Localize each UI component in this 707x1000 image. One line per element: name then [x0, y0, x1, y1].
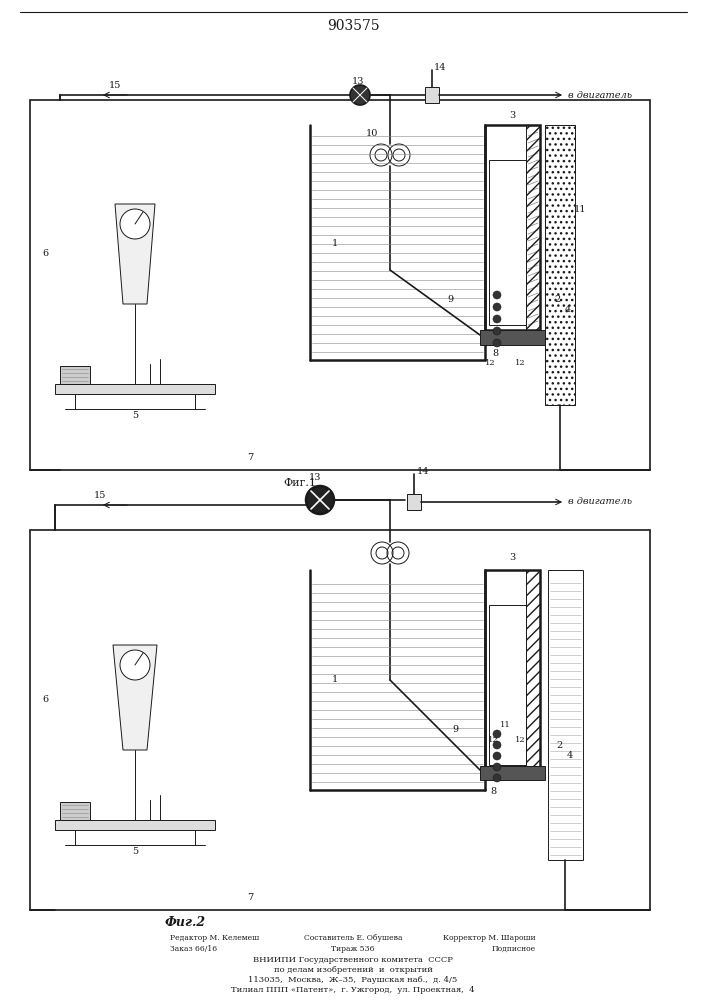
Circle shape	[493, 763, 501, 771]
Text: 4: 4	[567, 750, 573, 760]
Circle shape	[493, 752, 501, 760]
Circle shape	[306, 486, 334, 514]
Text: по делам изобретений  и  открытий: по делам изобретений и открытий	[274, 966, 433, 974]
Bar	[30, 100, 650, 470]
Bar	[55, 384, 215, 394]
Text: Фиг.1: Фиг.1	[284, 478, 317, 488]
Text: 4: 4	[565, 306, 571, 314]
Text: Составитель Е. Обушева: Составитель Е. Обушева	[304, 934, 402, 942]
Bar	[526, 570, 540, 770]
Text: 13: 13	[352, 77, 364, 86]
Text: 5: 5	[132, 412, 138, 420]
Text: 7: 7	[247, 452, 253, 462]
Bar	[489, 605, 526, 765]
Bar	[485, 125, 540, 330]
Text: Τилиал ППП «Патент»,  г. Ужгород,  ул. Проектная,  4: Τилиал ППП «Патент», г. Ужгород, ул. Про…	[231, 986, 475, 994]
Text: Корректор М. Шароши: Корректор М. Шароши	[443, 934, 536, 942]
Bar	[526, 125, 540, 330]
Text: 12: 12	[485, 359, 496, 367]
Text: 6: 6	[42, 696, 48, 704]
Text: 11: 11	[500, 721, 510, 729]
Circle shape	[493, 339, 501, 347]
Text: в двигатель: в двигатель	[568, 91, 632, 100]
Bar	[489, 160, 526, 325]
Text: Редактор М. Келемеш: Редактор М. Келемеш	[170, 934, 259, 942]
Text: 8: 8	[490, 788, 496, 796]
Bar	[60, 802, 90, 820]
Circle shape	[350, 85, 370, 105]
Text: Заказ 66/16: Заказ 66/16	[170, 945, 217, 953]
Text: 2: 2	[557, 740, 563, 750]
Bar	[545, 125, 575, 405]
Circle shape	[493, 774, 501, 782]
Text: 14: 14	[416, 468, 429, 477]
Bar	[425, 87, 439, 103]
Bar	[30, 530, 650, 910]
Text: 14: 14	[434, 62, 446, 72]
Polygon shape	[115, 204, 155, 304]
Bar	[548, 570, 583, 860]
Text: 1: 1	[332, 676, 338, 684]
Circle shape	[493, 315, 501, 323]
Circle shape	[120, 209, 150, 239]
Text: 113035,  Москва,  Ж–35,  Раушская наб.,  д. 4/5: 113035, Москва, Ж–35, Раушская наб., д. …	[248, 976, 457, 984]
Circle shape	[493, 327, 501, 335]
Circle shape	[493, 291, 501, 299]
Text: 13: 13	[309, 474, 321, 483]
Text: 6: 6	[42, 249, 48, 258]
Text: 903575: 903575	[327, 19, 380, 33]
Text: 7: 7	[247, 892, 253, 902]
Text: 15: 15	[94, 490, 106, 499]
Text: 10: 10	[366, 128, 378, 137]
Bar	[407, 494, 421, 510]
Circle shape	[493, 730, 501, 738]
Circle shape	[493, 303, 501, 311]
Text: 2: 2	[555, 296, 561, 304]
Text: Фиг.2: Фиг.2	[165, 916, 206, 930]
Text: 3: 3	[509, 110, 515, 119]
Bar	[55, 820, 215, 830]
Circle shape	[493, 741, 501, 749]
Text: 15: 15	[109, 81, 121, 90]
Circle shape	[120, 650, 150, 680]
Text: 3: 3	[509, 554, 515, 562]
Text: ВНИИПИ Государственного комитета  СССР: ВНИИПИ Государственного комитета СССР	[253, 956, 453, 964]
Bar	[545, 125, 575, 405]
Text: 5: 5	[132, 848, 138, 856]
Text: 11: 11	[574, 205, 586, 214]
Text: 8: 8	[492, 349, 498, 358]
Text: в двигатель: в двигатель	[568, 497, 632, 506]
Text: 1: 1	[332, 238, 338, 247]
Text: 9: 9	[447, 296, 453, 304]
Text: 12: 12	[488, 736, 498, 744]
Bar	[485, 570, 540, 770]
Bar	[480, 330, 545, 345]
Bar	[480, 766, 545, 780]
Bar	[60, 366, 90, 384]
Text: 12: 12	[515, 359, 525, 367]
Text: 9: 9	[452, 726, 458, 734]
Polygon shape	[113, 645, 157, 750]
Text: 12: 12	[515, 736, 525, 744]
Text: Тираж 536: Тираж 536	[332, 945, 375, 953]
Text: Подписное: Подписное	[492, 945, 536, 953]
